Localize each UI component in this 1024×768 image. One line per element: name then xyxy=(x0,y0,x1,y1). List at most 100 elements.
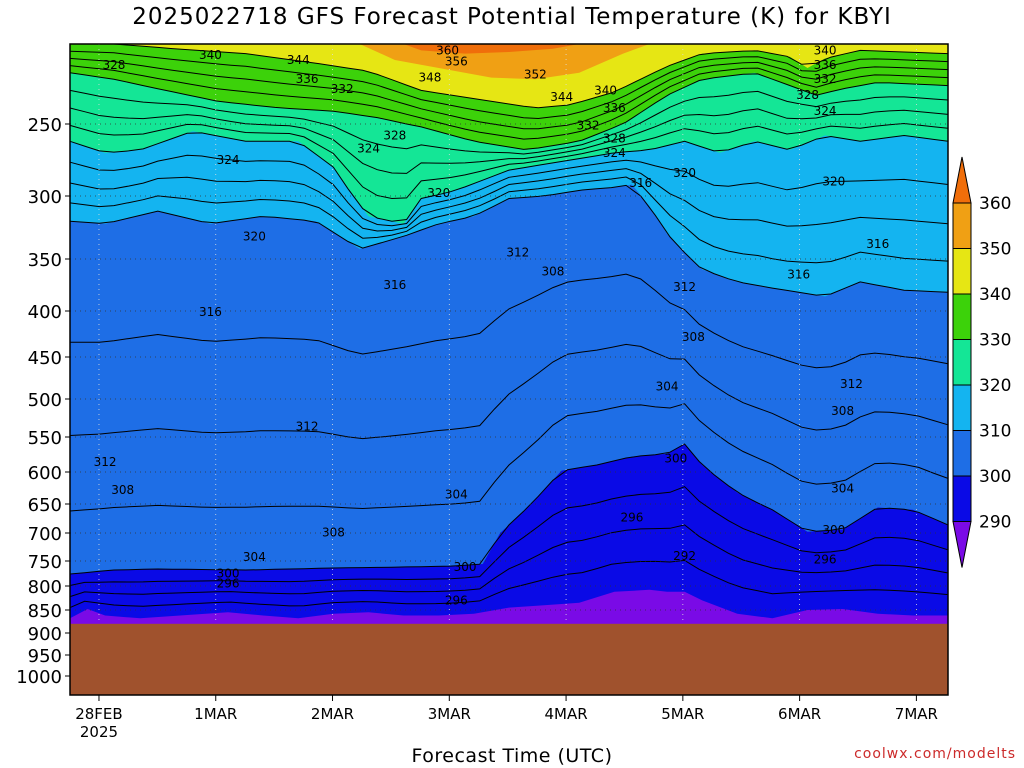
contour-line xyxy=(69,50,949,120)
colorbar-label: 340 xyxy=(979,285,1011,305)
y-axis-ticks: 2503003504004505005506006507007508008509… xyxy=(16,115,70,688)
contour-label: 332 xyxy=(814,72,837,86)
contour-line xyxy=(69,122,949,200)
plot-frame xyxy=(69,43,949,696)
ground-fill xyxy=(70,623,948,695)
contour-label: 312 xyxy=(840,377,863,391)
contour-line xyxy=(69,168,949,232)
y-tick-label: 800 xyxy=(28,577,62,598)
contour-label: 320 xyxy=(427,186,450,200)
contour-label: 340 xyxy=(814,43,837,57)
contour-line xyxy=(69,154,949,227)
contour-label: 320 xyxy=(673,166,696,180)
contour-label: 320 xyxy=(243,229,266,243)
chart-title: 2025022718 GFS Forecast Potential Temper… xyxy=(132,4,892,30)
x-axis-label: Forecast Time (UTC) xyxy=(411,745,613,767)
contour-label: 308 xyxy=(111,483,134,497)
y-tick-label: 850 xyxy=(28,601,62,622)
contour-label: 308 xyxy=(541,264,564,278)
contour-label: 296 xyxy=(217,577,240,591)
contour-line xyxy=(69,65,949,140)
contour-label: 312 xyxy=(673,280,696,294)
contour-label: 304 xyxy=(831,482,854,496)
colorbar-segment xyxy=(952,475,972,522)
ground-surface xyxy=(70,623,948,695)
contour-line xyxy=(69,559,949,609)
colorbar-arrow-top xyxy=(952,156,972,204)
contour-label: 300 xyxy=(217,567,240,581)
x-tick-label: 6MAR xyxy=(778,705,821,723)
contour-line xyxy=(69,89,949,155)
y-tick-label: 600 xyxy=(28,463,62,484)
contour-line xyxy=(70,43,949,109)
contour-line xyxy=(69,273,949,369)
y-tick-label: 650 xyxy=(28,495,62,516)
y-tick-label: 700 xyxy=(28,524,62,545)
y-tick-label: 500 xyxy=(28,390,62,411)
contour-label: 296 xyxy=(620,510,643,524)
contour-label: 292 xyxy=(673,549,696,563)
colorbar: 360 350 340 330 320 310 300 290 xyxy=(952,156,1011,568)
contour-line xyxy=(69,107,949,174)
colorbar-label: 310 xyxy=(979,422,1011,442)
y-tick-label: 900 xyxy=(28,624,62,645)
contour-lines xyxy=(69,43,949,609)
colorbar-segment xyxy=(952,339,972,386)
x-tick-label: 3MAR xyxy=(428,705,471,723)
x-tick-label: 1MAR xyxy=(194,705,237,723)
grid-lines xyxy=(70,44,948,695)
y-tick-label: 550 xyxy=(28,428,62,449)
plot-border xyxy=(69,43,949,696)
y-tick-label: 1000 xyxy=(16,667,62,688)
x-tick-label: 4MAR xyxy=(544,705,587,723)
contour-line xyxy=(69,184,949,296)
contour-fill-bands xyxy=(70,44,948,696)
contour-label: 324 xyxy=(217,153,240,167)
contour-label: 316 xyxy=(866,237,889,251)
credit-text: coolwx.com/modelts xyxy=(854,746,1016,762)
colorbar-segment xyxy=(952,202,972,249)
contour-label: 360 xyxy=(436,43,459,57)
contour-label: 340 xyxy=(199,48,222,62)
contour-label: 316 xyxy=(199,305,222,319)
contour-label: 304 xyxy=(243,550,266,564)
contour-label: 312 xyxy=(506,246,529,260)
contour-label: 296 xyxy=(814,552,837,566)
contour-label: 324 xyxy=(603,146,626,160)
colorbar-label: 330 xyxy=(979,331,1011,351)
x-tick-sublabel: 2025 xyxy=(80,723,118,741)
contour-label: 300 xyxy=(454,560,477,574)
contour-label: 308 xyxy=(682,330,705,344)
contour-line xyxy=(69,72,949,150)
contour-label: 324 xyxy=(814,104,837,118)
contour-label: 316 xyxy=(629,176,652,190)
contour-label: 328 xyxy=(603,131,626,145)
colorbar-label: 300 xyxy=(979,467,1011,487)
contour-label: 300 xyxy=(822,523,845,537)
contour-label: 332 xyxy=(577,118,600,132)
contour-label: 348 xyxy=(419,71,442,85)
contour-label: 304 xyxy=(445,487,468,501)
x-tick-label: 2MAR xyxy=(311,705,354,723)
contour-label: 336 xyxy=(603,101,626,115)
contour-label: 328 xyxy=(102,58,125,72)
contour-label: 344 xyxy=(550,90,573,104)
colorbar-segment xyxy=(952,384,972,431)
y-tick-label: 950 xyxy=(28,646,62,667)
contour-label: 312 xyxy=(94,455,117,469)
contour-label: 336 xyxy=(814,58,837,72)
contour-label: 356 xyxy=(445,55,468,69)
colorbar-segment xyxy=(952,293,972,340)
x-tick-label: 7MAR xyxy=(895,705,938,723)
contour-label: 320 xyxy=(822,175,845,189)
contour-line xyxy=(69,57,949,130)
y-tick-label: 750 xyxy=(28,552,62,573)
contour-line xyxy=(69,403,949,512)
colorbar-label: 350 xyxy=(979,240,1011,260)
contour-label: 312 xyxy=(296,419,319,433)
contour-label: 308 xyxy=(322,525,345,539)
contour-line xyxy=(69,132,949,222)
x-tick-label: 28FEB xyxy=(75,705,122,723)
